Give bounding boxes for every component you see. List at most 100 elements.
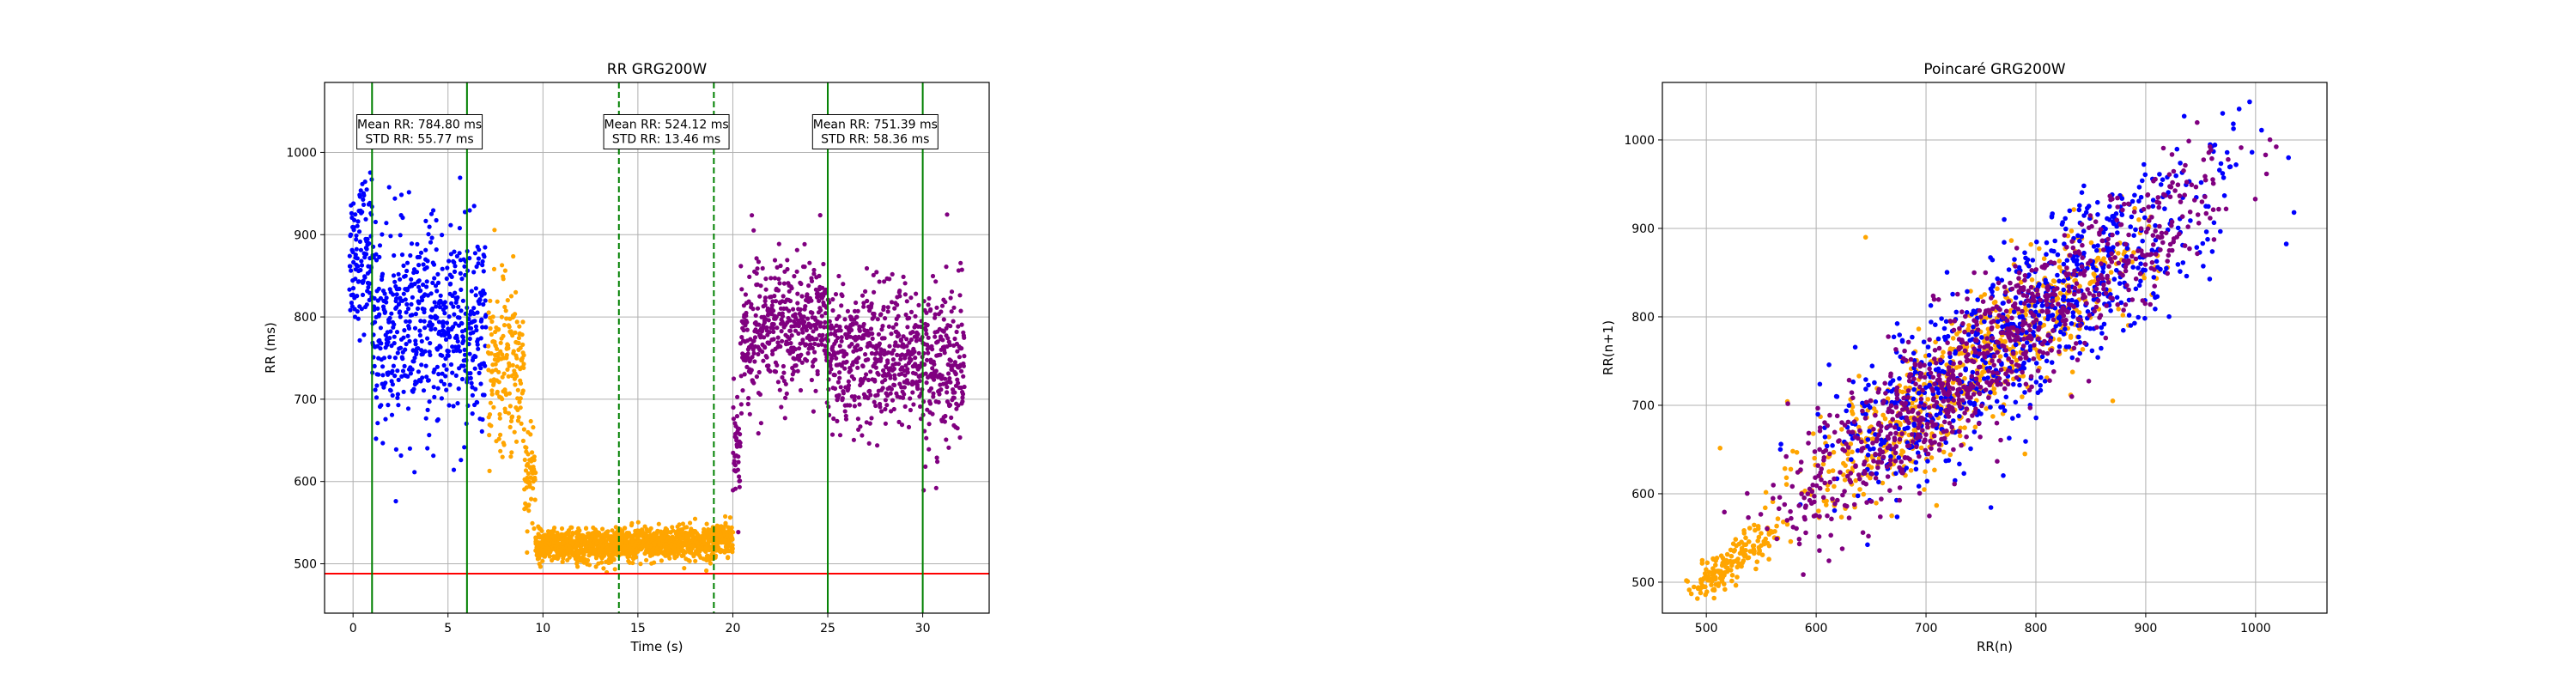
rr-point-series-1 [504,352,509,358]
poincare-point-series-1 [1865,443,1870,449]
poincare-point-series-1 [2026,303,2032,308]
poincare-point-series-1 [1777,447,1783,453]
rr-point-series-0 [407,446,412,451]
rr-point-series-1 [634,555,639,560]
rr-point-series-2 [854,314,860,319]
rr-point-series-2 [766,318,771,323]
rr-point-series-2 [912,349,917,355]
rr-point-series-1 [704,568,709,574]
rr-point-series-0 [473,286,479,291]
rr-point-series-2 [856,395,861,400]
rr-point-series-1 [577,528,582,533]
poincare-point-series-1 [2157,172,2162,177]
poincare-point-series-0 [1749,549,1755,554]
poincare-point-series-1 [2069,355,2075,361]
rr-point-series-0 [348,264,353,269]
rr-point-series-0 [471,330,476,335]
poincare-point-series-0 [1831,449,1837,455]
poincare-point-series-0 [1916,326,1922,331]
rr-point-series-0 [398,192,404,198]
poincare-x-tick-label: 500 [1695,622,1718,635]
rr-point-series-0 [433,283,439,289]
poincare-point-series-0 [2071,207,2076,212]
rr-point-series-2 [736,459,741,465]
rr-point-series-0 [481,269,486,274]
rr-point-series-0 [457,251,462,256]
rr-point-series-1 [727,515,733,520]
rr-point-series-2 [837,375,842,380]
rr-point-series-2 [846,379,851,384]
rr-point-series-2 [844,351,849,356]
rr-point-series-0 [380,364,386,369]
rr-point-series-2 [904,344,909,349]
poincare-point-series-0 [2008,238,2014,243]
rr-point-series-0 [440,319,446,325]
rr-point-series-1 [486,368,491,373]
rr-point-series-2 [854,360,860,365]
rr-point-series-0 [453,290,458,295]
rr-point-series-0 [427,433,432,438]
rr-point-series-0 [435,280,441,285]
rr-point-series-2 [908,396,913,401]
poincare-point-series-0 [1735,556,1741,562]
rr-point-series-2 [781,370,787,375]
rr-point-series-1 [723,520,728,526]
rr-point-series-1 [538,564,544,569]
poincare-point-series-1 [1953,477,1958,483]
rr-point-series-2 [756,431,761,436]
rr-point-series-0 [483,325,489,330]
poincare-point-series-0 [1957,433,1963,439]
rr-point-series-0 [452,312,457,317]
rr-point-series-2 [762,345,768,350]
rr-point-series-2 [857,328,863,333]
rr-point-series-2 [817,213,823,218]
rr-point-series-1 [518,345,523,350]
rr-point-series-2 [940,337,945,343]
rr-point-series-0 [395,368,400,374]
rr-point-series-2 [904,299,909,304]
rr-point-series-0 [382,291,387,296]
rr-point-series-2 [754,256,759,261]
rr-point-series-1 [496,326,501,332]
rr-point-series-2 [775,325,780,331]
poincare-point-series-0 [1934,502,1940,508]
rr-point-series-2 [801,314,806,319]
rr-point-series-0 [449,274,454,279]
rr-annotation-text-2: STD RR: 58.36 ms [821,132,929,146]
rr-point-series-1 [508,329,513,334]
poincare-point-series-0 [2029,277,2035,283]
rr-point-series-2 [813,388,818,393]
rr-point-series-2 [948,324,953,329]
rr-point-series-0 [392,196,398,201]
poincare-point-series-0 [1933,339,1938,345]
rr-point-series-2 [817,273,822,278]
rr-point-series-2 [854,348,860,353]
poincare-point-series-0 [1850,449,1855,455]
rr-point-series-2 [884,403,890,408]
rr-point-series-2 [925,322,930,328]
poincare-point-series-0 [1851,493,1857,498]
rr-point-series-0 [456,386,461,392]
rr-point-series-0 [375,421,380,426]
rr-point-series-2 [750,355,755,360]
rr-x-tick-label: 20 [726,622,741,635]
poincare-point-series-0 [1750,543,1756,549]
poincare-point-series-0 [1733,582,1739,588]
rr-point-series-2 [743,292,749,297]
rr-point-series-2 [799,294,805,299]
rr-point-series-2 [795,301,800,306]
rr-point-series-0 [460,298,466,303]
rr-point-series-2 [872,379,878,384]
poincare-point-series-0 [1824,498,1829,504]
rr-point-series-0 [387,315,392,320]
rr-point-series-0 [357,337,362,343]
rr-point-series-0 [396,403,401,408]
rr-point-series-0 [412,282,417,287]
rr-point-series-2 [805,292,810,297]
poincare-point-series-0 [1722,587,1728,593]
rr-point-series-2 [752,335,758,340]
poincare-point-series-0 [1717,446,1722,451]
rr-point-series-0 [482,254,487,259]
poincare-point-series-0 [1962,375,1967,381]
rr-point-series-2 [793,363,799,368]
